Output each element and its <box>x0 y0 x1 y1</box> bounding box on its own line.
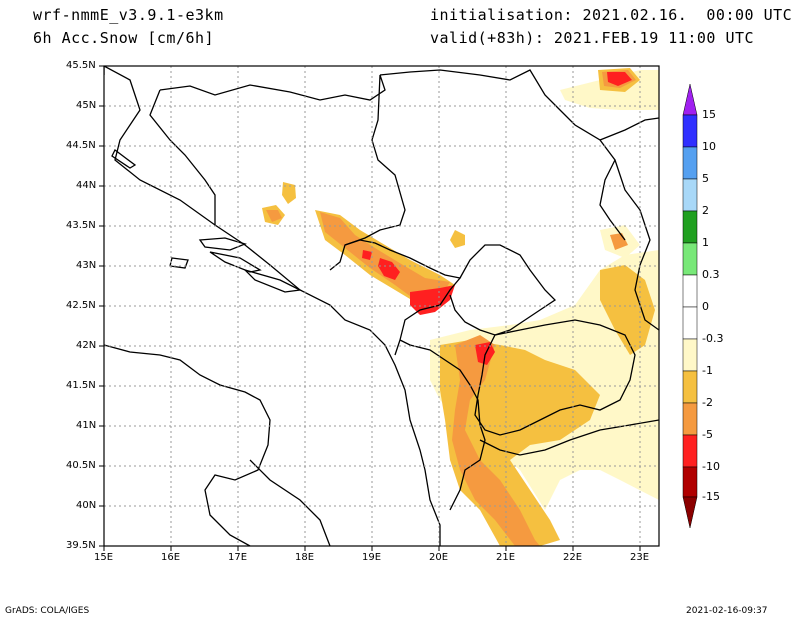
colorbar-label: -1 <box>702 364 713 377</box>
colorbar-label: -10 <box>702 460 720 473</box>
snow-field <box>262 68 659 546</box>
lat-label: 43.5N <box>66 220 96 231</box>
lat-label: 40N <box>76 500 97 511</box>
lat-label: 44.5N <box>66 140 96 151</box>
colorbar-label: 10 <box>702 140 716 153</box>
graticule <box>104 66 659 546</box>
lat-label: 45.5N <box>66 60 96 71</box>
colorbar-label: 0.3 <box>702 268 720 281</box>
footer-credit: GrADS: COLA/IGES <box>5 606 90 616</box>
colorbar-label: 5 <box>702 172 709 185</box>
model-title: wrf-nmmE_v3.9.1-e3km <box>33 6 224 24</box>
field-title: 6h Acc.Snow [cm/6h] <box>33 29 215 47</box>
valid-time: valid(+83h): 2021.FEB.19 11:00 UTC <box>430 29 755 47</box>
lat-label: 44N <box>76 180 97 191</box>
colorbar-bottom-arrow <box>682 496 698 529</box>
colorbar-label: 15 <box>702 108 716 121</box>
lat-label: 39.5N <box>66 540 96 551</box>
lat-label: 40.5N <box>66 460 96 471</box>
footer-timestamp: 2021-02-16-09:37 <box>686 606 768 616</box>
lon-label: 23E <box>630 552 650 563</box>
lon-label: 19E <box>362 552 382 563</box>
colorbar-label: -2 <box>702 396 713 409</box>
lat-label: 42N <box>76 340 97 351</box>
lat-label: 41N <box>76 420 97 431</box>
tick-marks <box>99 65 641 551</box>
lon-label: 18E <box>295 552 315 563</box>
lon-label: 15E <box>94 552 114 563</box>
lon-label: 20E <box>429 552 449 563</box>
lon-label: 16E <box>161 552 181 563</box>
lon-label: 22E <box>563 552 583 563</box>
colorbar-top-arrow <box>682 83 698 116</box>
colorbar <box>682 83 698 529</box>
colorbar-label: -15 <box>702 490 720 503</box>
colorbar-label: 1 <box>702 236 709 249</box>
colorbar-label: -0.3 <box>702 332 724 345</box>
lat-label: 43N <box>76 260 97 271</box>
lat-label: 45N <box>76 100 97 111</box>
lon-label: 17E <box>228 552 248 563</box>
colorbar-label: 2 <box>702 204 709 217</box>
lon-label: 21E <box>496 552 516 563</box>
colorbar-label: -5 <box>702 428 713 441</box>
coastlines-borders <box>104 66 659 546</box>
lat-label: 41.5N <box>66 380 96 391</box>
lat-label: 42.5N <box>66 300 96 311</box>
colorbar-label: 0 <box>702 300 709 313</box>
init-time: initialisation: 2021.02.16. 00:00 UTC <box>430 6 793 24</box>
